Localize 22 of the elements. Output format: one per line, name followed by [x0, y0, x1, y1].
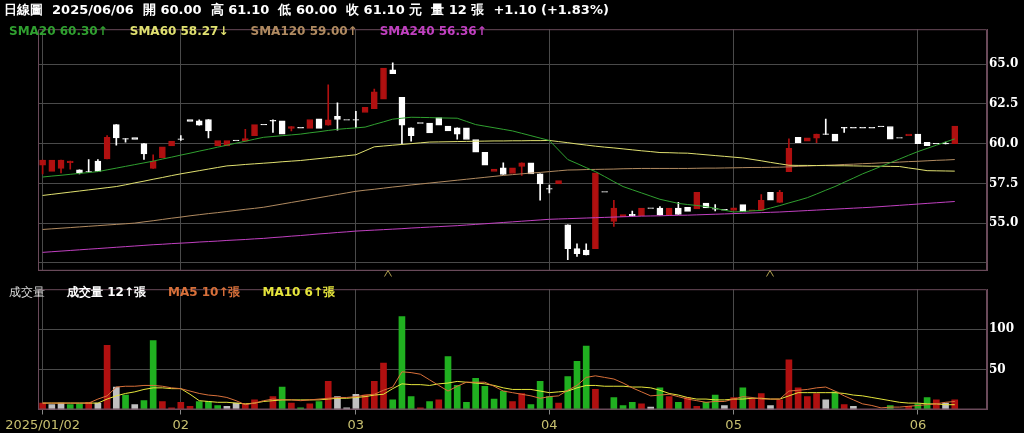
y-tick-label: 100	[989, 321, 1015, 336]
y-tick-label: 50	[989, 361, 1006, 376]
text: SMA240 56.36↑	[379, 24, 487, 38]
x-tick-label: 04	[541, 416, 558, 432]
text: SMA20 60.30↑	[9, 24, 108, 38]
x-tick-label: 02	[172, 416, 190, 432]
chart-title: 日線圖 2025/06/06 開 60.00 高 61.10 低 60.00 收 61.10 元 量 12 張 +1.10 (+1.83%)	[3, 1, 609, 19]
text: SMA120 59.00↑	[250, 24, 358, 38]
x-tick-label: 06	[909, 416, 927, 432]
y-tick-label: 62.5	[989, 96, 1019, 111]
annotation: 成交量 12↑張	[67, 284, 146, 301]
y-tick-label: 60.0	[989, 135, 1019, 150]
chart-title: 成交量	[9, 284, 45, 301]
x-tick-label: 03	[347, 416, 365, 432]
y-tick-label: 57.5	[989, 175, 1019, 190]
text: SMA60 58.27↓	[129, 24, 229, 38]
text: MA5 10↑張	[167, 284, 241, 301]
x-tick-label: 2025/01/02	[5, 416, 81, 432]
text: MA10 6↑張	[262, 284, 335, 301]
y-tick-label: 55.0	[989, 215, 1019, 230]
y-tick-label: 65.0	[989, 56, 1019, 71]
x-tick-label: 05	[725, 416, 742, 432]
